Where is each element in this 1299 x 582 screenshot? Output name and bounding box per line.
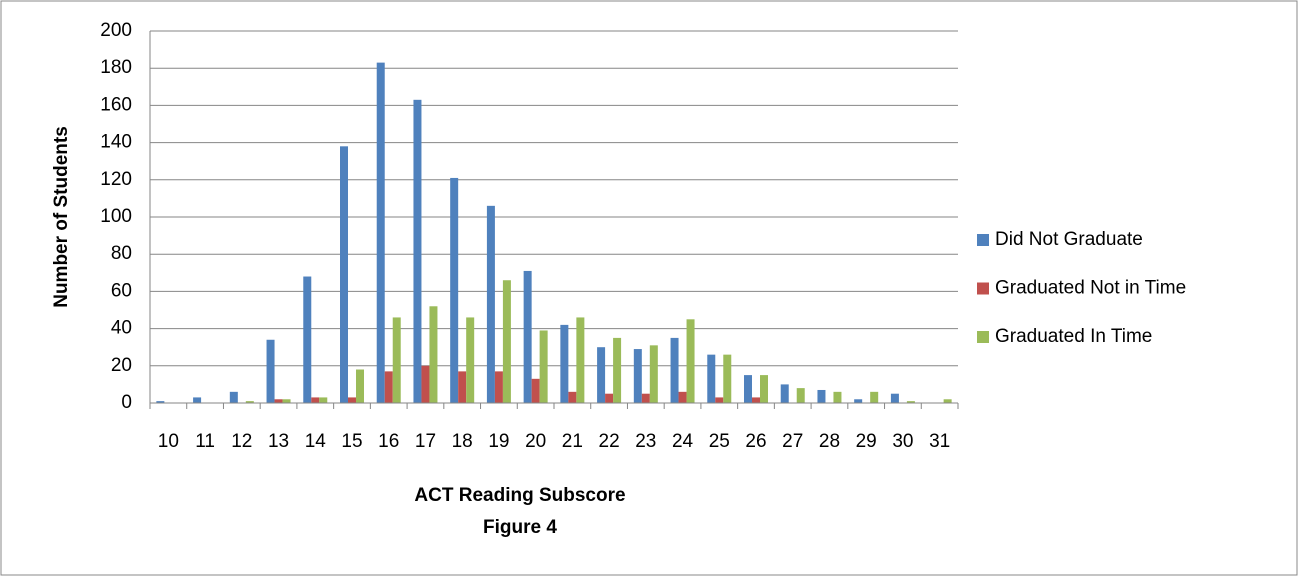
legend-label: Did Not Graduate [995,229,1143,250]
bar [854,399,863,403]
legend-swatch [977,331,989,343]
bar [156,401,165,403]
bar [796,388,805,403]
legend-swatch [977,234,989,246]
bar [494,371,503,403]
bar [466,317,475,403]
bar [780,384,789,403]
bar [356,369,364,403]
bar [670,337,679,403]
legend-swatch [977,282,989,295]
y-tick-label: 120 [100,169,132,190]
bar [282,399,291,403]
x-tick-label: 28 [819,431,840,452]
x-tick-label: 27 [782,431,803,452]
bar [649,345,658,403]
y-tick-label: 100 [100,206,132,227]
bar [376,62,385,404]
bar [502,280,511,403]
x-tick-label: 19 [488,431,509,452]
bar [568,391,577,403]
bar [633,349,642,403]
bar [303,276,312,403]
bar [817,389,826,403]
bar [752,397,760,403]
bar [890,393,899,403]
y-tick-label: 160 [100,94,132,115]
bar [348,397,356,403]
bar [245,401,254,403]
x-axis-title: ACT Reading Subscore [414,485,625,506]
bar [486,205,495,403]
y-tick-label: 180 [100,57,132,78]
x-tick-label: 12 [231,431,252,452]
bar [413,99,422,403]
bar [458,371,467,403]
bar [340,146,348,403]
y-tick-label: 20 [111,355,132,376]
bar [319,397,328,403]
x-tick-label: 14 [305,431,327,452]
bar [560,324,569,403]
x-tick-label: 31 [929,431,950,452]
bar [833,391,842,403]
x-tick-label: 23 [635,431,656,452]
bar [421,365,430,403]
y-tick-label: 200 [100,20,132,41]
bar [274,399,283,403]
bar [193,397,202,403]
x-tick-label: 26 [745,431,766,452]
bar [641,393,650,403]
bar [531,378,540,403]
bar [678,391,687,403]
bar [605,393,614,403]
bar [266,339,275,403]
x-tick-label: 13 [268,431,289,452]
x-tick-label: 15 [341,431,362,452]
bar [686,319,695,403]
y-tick-label: 140 [100,132,132,153]
x-tick-label: 24 [672,431,694,452]
bar [870,391,879,403]
bar [392,317,401,403]
y-axis-title: Number of Students [51,126,72,308]
x-tick-label: 21 [562,431,583,452]
bar [744,375,752,403]
bar [715,397,724,403]
y-tick-label: 40 [111,318,132,339]
bar [523,270,532,403]
x-tick-label: 16 [378,431,399,452]
bar [576,317,585,403]
bar [539,330,548,403]
bar [760,375,768,403]
bar [384,371,393,403]
bar [450,177,459,403]
y-tick-label: 0 [121,392,132,413]
x-tick-label: 17 [415,431,436,452]
x-tick-label: 20 [525,431,546,452]
bar [229,391,238,403]
bar [613,337,622,403]
bar [723,354,732,403]
x-tick-label: 29 [856,431,877,452]
bar [597,347,606,403]
bar [429,306,438,403]
x-tick-label: 11 [195,431,215,452]
bar [906,401,915,403]
y-tick-label: 80 [111,243,132,264]
x-tick-label: 22 [599,431,620,452]
x-tick-label: 25 [709,431,730,452]
bar [707,354,716,403]
x-tick-label: 30 [892,431,913,452]
caption: Figure 4 [483,517,557,538]
x-tick-label: 10 [158,431,179,452]
y-tick-label: 60 [111,280,132,301]
bar [943,399,952,403]
x-tick-label: 18 [452,431,473,452]
legend-label: Graduated Not in Time [995,278,1186,299]
legend-label: Graduated In Time [995,326,1152,347]
bar [311,397,320,403]
